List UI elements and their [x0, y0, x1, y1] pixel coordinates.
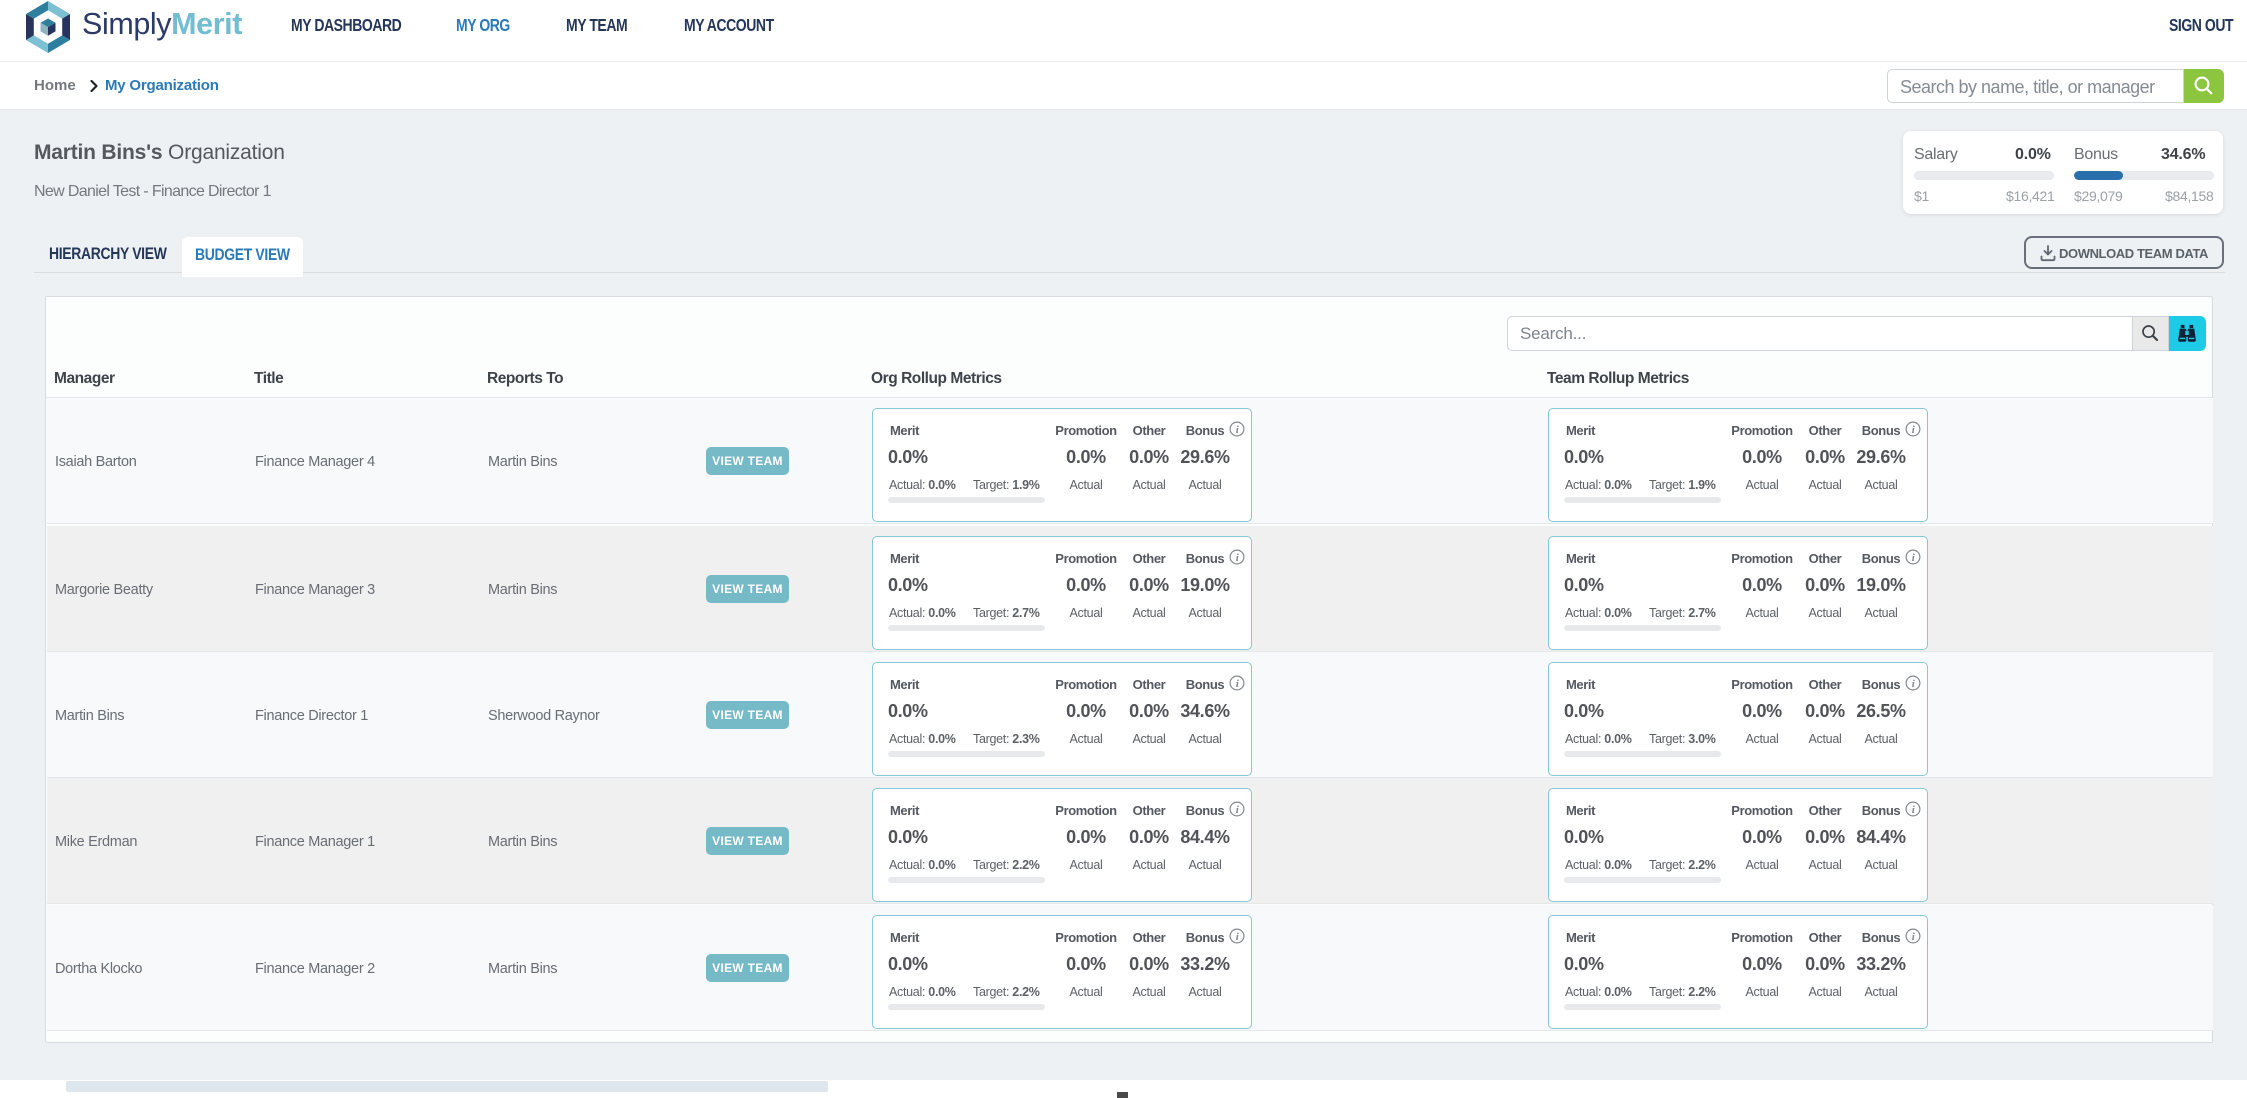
svg-text:i: i — [1912, 424, 1916, 436]
svg-text:i: i — [1236, 552, 1240, 564]
svg-text:i: i — [1236, 931, 1240, 943]
svg-text:i: i — [1236, 424, 1240, 436]
svg-text:i: i — [1236, 804, 1240, 816]
svg-text:i: i — [1912, 804, 1916, 816]
svg-text:i: i — [1912, 678, 1916, 690]
svg-text:i: i — [1912, 552, 1916, 564]
svg-text:i: i — [1236, 678, 1240, 690]
svg-text:i: i — [1912, 931, 1916, 943]
